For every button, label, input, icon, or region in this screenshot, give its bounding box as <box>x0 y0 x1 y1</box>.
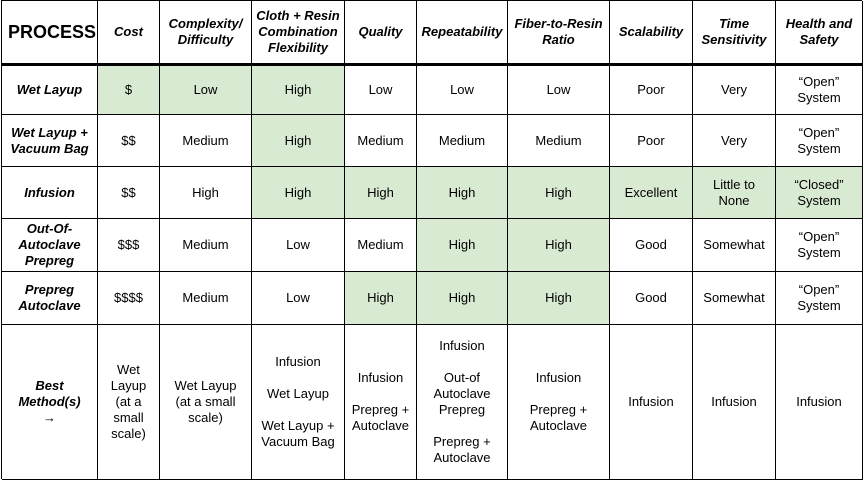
header-fiber-resin-ratio: Fiber-to-Resin Ratio <box>508 1 610 64</box>
table-cell: Medium <box>160 272 252 325</box>
table-cell: Low <box>252 219 345 272</box>
row-label-best-methods: Best Method(s) → <box>2 325 98 480</box>
table-cell: Very <box>693 115 776 167</box>
table-cell: High <box>345 272 417 325</box>
table-cell: $$ <box>98 115 160 167</box>
table-cell: $$$$ <box>98 272 160 325</box>
table-cell: Poor <box>610 115 693 167</box>
table-cell: High <box>160 167 252 219</box>
best-method-cell: Infusion Prepreg + Autoclave <box>508 325 610 480</box>
row-label-wet-layup-vacuum-bag: Wet Layup + Vacuum Bag <box>2 115 98 167</box>
table-cell: Low <box>345 64 417 115</box>
table-cell: $$ <box>98 167 160 219</box>
best-method-cell: Infusion Prepreg + Autoclave <box>345 325 417 480</box>
table-cell: Good <box>610 219 693 272</box>
best-method-cell: Wet Layup (at a small scale) <box>160 325 252 480</box>
table-cell: Low <box>508 64 610 115</box>
table-cell: “Open” System <box>776 64 863 115</box>
header-scalability: Scalability <box>610 1 693 64</box>
header-repeatability: Repeatability <box>417 1 508 64</box>
table-cell: Somewhat <box>693 219 776 272</box>
table-cell: Medium <box>160 115 252 167</box>
table-cell: Medium <box>345 219 417 272</box>
header-complexity: Complexity/ Difficulty <box>160 1 252 64</box>
header-process: PROCESS <box>2 1 98 64</box>
table-cell: Good <box>610 272 693 325</box>
table-cell: Low <box>417 64 508 115</box>
table-cell: $ <box>98 64 160 115</box>
row-label-wet-layup: Wet Layup <box>2 64 98 115</box>
table-cell: Little to None <box>693 167 776 219</box>
best-method-cell: Infusion Wet Layup Wet Layup + Vacuum Ba… <box>252 325 345 480</box>
header-time-sensitivity: Time Sensitivity <box>693 1 776 64</box>
table-cell: High <box>508 167 610 219</box>
table-cell: High <box>252 115 345 167</box>
table-cell: Low <box>252 272 345 325</box>
table-cell: “Open” System <box>776 115 863 167</box>
header-health-safety: Health and Safety <box>776 1 863 64</box>
header-flexibility: Cloth + Resin Combination Flexibility <box>252 1 345 64</box>
row-label-prepreg-autoclave: Prepreg Autoclave <box>2 272 98 325</box>
table-cell: High <box>252 64 345 115</box>
table-cell: High <box>508 219 610 272</box>
table-cell: “Open” System <box>776 219 863 272</box>
table-cell: Very <box>693 64 776 115</box>
table-cell: High <box>417 167 508 219</box>
header-cost: Cost <box>98 1 160 64</box>
row-label-infusion: Infusion <box>2 167 98 219</box>
table-cell: Medium <box>417 115 508 167</box>
table-cell: Medium <box>508 115 610 167</box>
table-cell: High <box>252 167 345 219</box>
best-method-cell: Wet Layup (at a small scale) <box>98 325 160 480</box>
table-cell: Poor <box>610 64 693 115</box>
best-method-cell: Infusion <box>776 325 863 480</box>
table-cell: $$$ <box>98 219 160 272</box>
table-cell: “Open” System <box>776 272 863 325</box>
table-cell: Somewhat <box>693 272 776 325</box>
table-cell: Low <box>160 64 252 115</box>
table-cell: High <box>345 167 417 219</box>
best-method-cell: Infusion <box>610 325 693 480</box>
best-method-cell: Infusion Out-of Autoclave Prepreg Prepre… <box>417 325 508 480</box>
table-cell: High <box>417 219 508 272</box>
table-cell: Medium <box>345 115 417 167</box>
table-cell: “Closed” System <box>776 167 863 219</box>
table-cell: Excellent <box>610 167 693 219</box>
header-quality: Quality <box>345 1 417 64</box>
table-cell: High <box>508 272 610 325</box>
table-cell: Medium <box>160 219 252 272</box>
row-label-out-of-autoclave-prepreg: Out-Of- Autoclave Prepreg <box>2 219 98 272</box>
best-method-cell: Infusion <box>693 325 776 480</box>
table-cell: High <box>417 272 508 325</box>
